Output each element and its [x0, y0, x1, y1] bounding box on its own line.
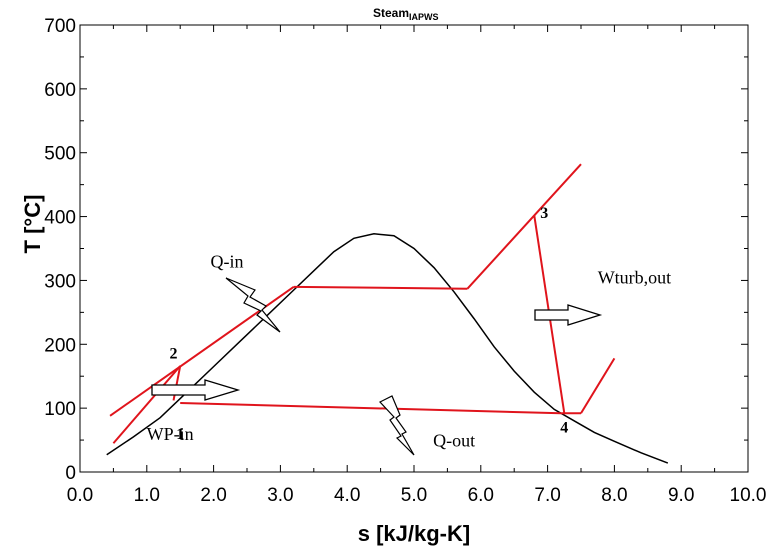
state-label: 3	[540, 205, 548, 222]
state-label: 1	[176, 426, 184, 443]
x-tick-label: 2.0	[200, 485, 226, 506]
y-tick-label: 700	[44, 16, 76, 37]
x-axis-ticks: 0.0 1.0 2.0 3.0 4.0 5.0 6.0 7.0 8.0 9.0 10.0	[67, 25, 767, 506]
y-axis-label: T [°C]	[20, 195, 45, 254]
x-tick-label: 10.0	[730, 485, 767, 506]
cycle-segment	[580, 357, 616, 414]
y-tick-label: 100	[44, 399, 76, 420]
cycle-segment	[180, 402, 561, 415]
cycle-segment	[293, 285, 468, 290]
x-tick-label: 6.0	[468, 485, 494, 506]
q-in-lightning-icon	[225, 277, 281, 333]
x-tick-label: 5.0	[401, 485, 427, 506]
y-tick-label: 500	[44, 144, 76, 165]
y-tick-label: 400	[44, 208, 76, 229]
state-label: 4	[560, 419, 568, 436]
cycle-segment	[466, 163, 582, 290]
annotation-label: Wturb,out	[598, 268, 672, 288]
x-tick-label: 4.0	[334, 485, 360, 506]
annotation-labels: Q-in WP-in Q-out Wturb,out	[147, 252, 672, 451]
x-tick-label: 0.0	[67, 485, 93, 506]
state-label: 2	[170, 345, 178, 362]
y-tick-label: 0	[65, 463, 76, 484]
cycle-lines	[109, 163, 616, 444]
annotation-label: WP-in	[147, 424, 194, 444]
chart-title: SteamIAPWS	[373, 6, 439, 22]
y-tick-label: 300	[44, 271, 76, 292]
y-tick-label: 600	[44, 80, 76, 101]
x-axis-label: s [kJ/kg-K]	[358, 521, 470, 546]
state-labels: 1 2 3 4	[170, 205, 569, 443]
saturation-dome	[106, 233, 669, 464]
x-tick-label: 1.0	[134, 485, 160, 506]
y-tick-label: 200	[44, 335, 76, 356]
wp-in-arrow-icon	[151, 379, 241, 401]
cycle-segment	[112, 365, 181, 444]
chart-title-main: Steam	[373, 6, 409, 20]
saturation-dome-line	[106, 233, 669, 464]
x-tick-label: 7.0	[534, 485, 560, 506]
q-out-lightning-icon	[379, 395, 415, 456]
y-axis-ticks: 0 100 200 300 400 500 600 700	[44, 16, 748, 484]
x-tick-label: 8.0	[601, 485, 627, 506]
annotation-label: Q-out	[433, 430, 475, 450]
chart-title-subscript: IAPWS	[409, 12, 439, 22]
wturb-out-arrow-icon	[534, 304, 603, 326]
x-tick-label: 9.0	[668, 485, 694, 506]
annotation-label: Q-in	[210, 252, 243, 272]
x-tick-label: 3.0	[267, 485, 293, 506]
